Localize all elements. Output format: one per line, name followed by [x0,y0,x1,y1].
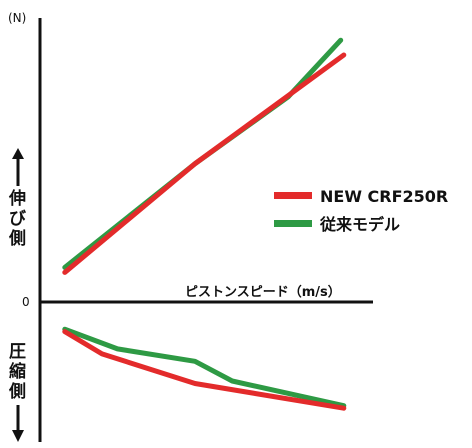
legend-swatch-previous-model [274,220,312,227]
tension-label-char-1: 伸 [8,188,26,209]
tension-label-char-3: 側 [8,228,26,249]
y-zero-label: 0 [22,295,30,309]
compression-label-char-2: 縮 [9,361,26,382]
x-axis-title: ピストンスピード（m/s） [185,284,341,300]
legend-swatch-new-crf250r [274,192,312,199]
compression-label-char-1: 圧 [9,342,26,362]
series-line-new-crf250r-tension [62,52,347,275]
legend-label-new-crf250r: NEW CRF250R [320,187,448,206]
series-layer [62,37,347,411]
legend-label-previous-model: 従来モデル [319,215,400,234]
compression-label-char-3: 側 [8,381,26,402]
tension-label-char-2: び [9,209,26,229]
tension-side-label: 伸 び 側 [8,148,26,249]
up-arrow-icon [12,148,24,159]
series-line-previous-model-tension [62,37,344,270]
compression-side-label: 圧 縮 側 [8,342,26,442]
legend: NEW CRF250R 従来モデル [274,187,448,234]
y-unit-label: (N) [8,11,26,25]
down-arrow-icon [12,430,24,442]
series-line-previous-model-compression [62,326,347,409]
series-line-new-crf250r-compression [62,329,347,411]
